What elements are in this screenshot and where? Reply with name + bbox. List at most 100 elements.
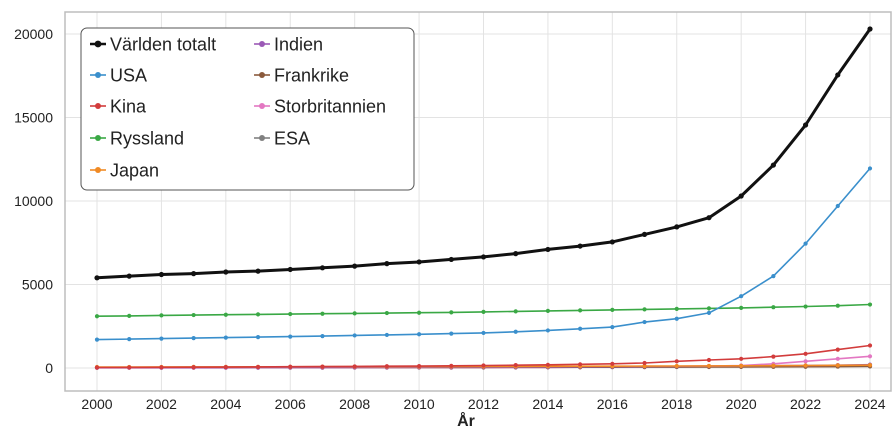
data-point [94, 337, 100, 342]
data-point [449, 331, 454, 336]
legend-entry: Frankrike [254, 66, 349, 86]
data-point [835, 356, 840, 361]
plot-frame [64, 11, 892, 392]
x-tick-label: 2004 [210, 396, 241, 412]
data-point [416, 259, 422, 265]
data-point [867, 343, 873, 348]
data-point [481, 363, 486, 368]
data-point [867, 302, 873, 307]
data-point [513, 309, 518, 314]
data-point [191, 336, 196, 341]
data-point [545, 362, 551, 367]
data-point [610, 324, 615, 330]
data-point [320, 364, 325, 369]
legend-marker [95, 135, 101, 141]
legend-box [80, 27, 415, 191]
data-point [867, 26, 873, 32]
legend-label: Japan [110, 161, 159, 181]
data-point [803, 359, 808, 364]
x-tick-label: 2000 [81, 396, 112, 412]
data-point [642, 360, 647, 366]
legend-entry: ESA [254, 129, 310, 149]
x-tick-label: 2012 [468, 396, 499, 412]
x-tick-label: 2022 [790, 396, 821, 412]
data-point [449, 310, 454, 315]
y-tick-label: 15000 [14, 110, 53, 126]
legend-marker [95, 167, 101, 173]
data-point [803, 351, 808, 356]
legend: Världen totalt USA Kina Ryssland Japan Indien… [80, 27, 415, 191]
data-point [610, 361, 615, 366]
data-point [770, 162, 776, 168]
data-point [384, 364, 389, 369]
x-tick-label: 2016 [597, 396, 628, 412]
data-point [320, 311, 325, 316]
x-tick-label: 2024 [854, 396, 885, 412]
data-point [191, 312, 196, 318]
data-point [94, 275, 100, 281]
data-point [449, 363, 454, 368]
x-tick-label: 2020 [726, 396, 757, 412]
data-point [127, 365, 132, 370]
series-3 [94, 343, 873, 370]
data-point [223, 364, 228, 370]
data-point [642, 307, 647, 312]
data-point [706, 215, 712, 221]
axes: 2000 2002 2004 2006 2008 2010 2012 2014 2016 2018… [14, 26, 886, 412]
legend-marker [259, 72, 265, 78]
data-point [867, 354, 873, 359]
x-axis-title: År [457, 411, 475, 430]
data-point [577, 243, 583, 249]
data-point [642, 363, 647, 369]
legend-marker [95, 72, 101, 78]
legend-label: Kina [110, 97, 147, 117]
legend-label: Indien [274, 35, 323, 55]
legend-label: ESA [274, 129, 310, 149]
data-point [545, 328, 551, 333]
data-point [191, 271, 197, 277]
data-point [416, 363, 422, 369]
data-point [609, 239, 615, 245]
data-point [674, 363, 679, 369]
x-tick-label: 2008 [339, 396, 370, 412]
data-point [384, 261, 390, 267]
series-4 [94, 302, 873, 319]
data-point [255, 364, 261, 370]
data-point [127, 337, 132, 342]
data-point [803, 363, 808, 368]
data-point [771, 363, 776, 368]
data-point [674, 224, 680, 230]
data-point [803, 304, 808, 309]
data-point [835, 303, 840, 308]
data-point [803, 241, 808, 246]
data-point [835, 347, 840, 352]
data-point [674, 316, 679, 321]
data-point [706, 357, 712, 363]
x-tick-label: 2002 [146, 396, 177, 412]
data-point [288, 364, 293, 369]
data-point [288, 334, 293, 339]
y-tick-label: 10000 [14, 193, 53, 209]
data-point [191, 365, 196, 370]
legend-marker [259, 135, 265, 141]
y-tick-label: 5000 [22, 277, 53, 293]
legend-entry: Världen totalt [90, 35, 216, 55]
data-point [578, 326, 583, 331]
data-point [480, 254, 487, 260]
legend-marker [95, 103, 101, 109]
data-point [223, 312, 228, 317]
legend-label: Ryssland [110, 129, 184, 149]
data-point [94, 365, 100, 370]
data-point [320, 334, 325, 339]
legend-marker [259, 41, 265, 47]
data-point [513, 329, 518, 334]
x-tick-label: 2014 [532, 396, 563, 412]
legend-entry: USA [90, 66, 147, 86]
data-point [739, 363, 744, 368]
data-point [738, 193, 744, 199]
data-point [481, 330, 486, 336]
data-point [352, 263, 358, 269]
data-point [255, 268, 261, 274]
data-point [416, 332, 422, 337]
